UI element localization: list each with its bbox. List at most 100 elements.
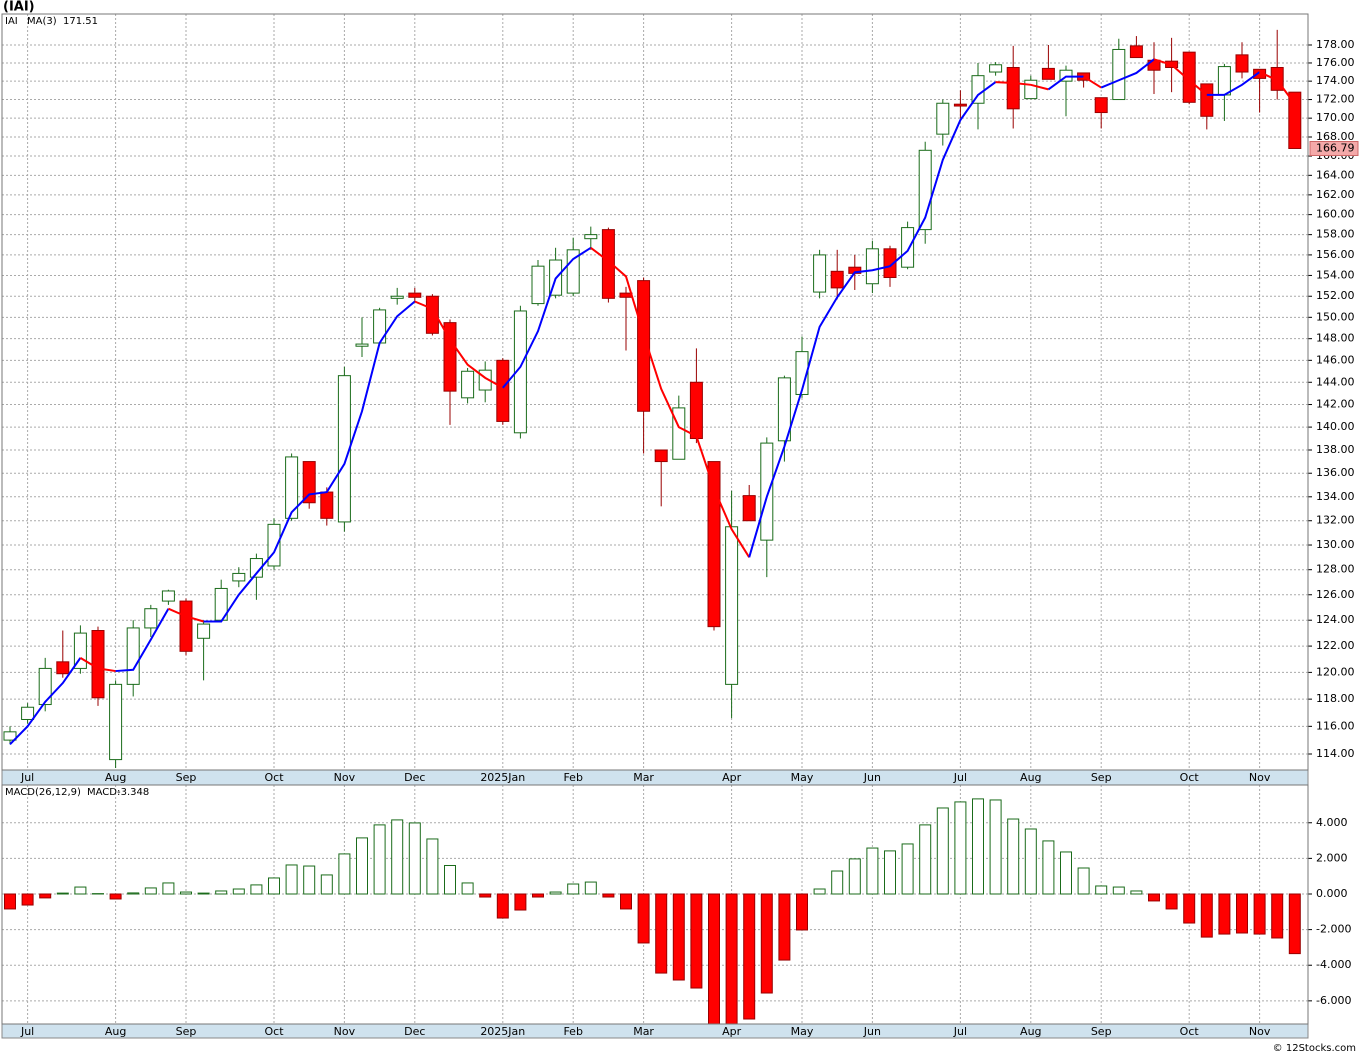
- ma-line: [414, 300, 504, 389]
- macd-bar: [760, 893, 773, 994]
- macd-bar: [848, 858, 861, 895]
- macd-bar: [972, 798, 984, 895]
- candle-body: [320, 491, 334, 519]
- macd-bar: [708, 893, 720, 1025]
- macd-bar: [549, 891, 562, 895]
- candle-body: [707, 461, 721, 628]
- chart-title: (IAI): [3, 0, 35, 15]
- candle-body: [126, 627, 140, 685]
- price-tag-label: 166.79: [1316, 141, 1355, 154]
- ma-line: [748, 81, 997, 558]
- candle-body: [408, 292, 422, 298]
- macd-bar: [1253, 893, 1266, 935]
- x-tick-label: Nov: [1249, 771, 1271, 784]
- candle-body: [777, 377, 791, 442]
- y-tick-label: 148.00: [1316, 332, 1355, 345]
- x-tick-label: May: [791, 771, 814, 784]
- candle-body: [1235, 54, 1249, 73]
- candle-body: [689, 381, 703, 440]
- y-tick-label: 140.00: [1316, 420, 1355, 433]
- macd-bar: [884, 850, 896, 895]
- candle-body: [285, 456, 299, 519]
- y-tick-label: -2.000: [1316, 923, 1351, 936]
- y-tick-label: 126.00: [1316, 588, 1355, 601]
- macd-bar: [180, 891, 192, 895]
- macd-bar: [602, 893, 615, 898]
- ma-line: [590, 246, 751, 558]
- macd-title: MACD(26,12,9): [5, 787, 81, 798]
- macd-bar: [1288, 893, 1301, 955]
- candle-body: [584, 234, 598, 240]
- macd-bar: [1200, 893, 1213, 938]
- x-tick-label: Oct: [264, 1025, 284, 1038]
- candle-body: [513, 310, 527, 434]
- macd-bar: [672, 893, 685, 981]
- macd-bar: [1165, 893, 1178, 910]
- legend-value: -3.348: [117, 787, 149, 798]
- panel-background: [2, 14, 1308, 770]
- candle-body: [901, 227, 915, 268]
- macd-bar: [1007, 818, 1020, 895]
- candle-body: [725, 526, 739, 685]
- candle-body: [1024, 79, 1038, 100]
- y-tick-label: 136.00: [1316, 466, 1355, 479]
- candle-body: [1006, 66, 1020, 110]
- candle-body: [3, 731, 17, 741]
- macd-bar: [74, 886, 87, 895]
- price-tag: [1309, 140, 1359, 156]
- macd-bar: [285, 864, 298, 895]
- y-tick-label: 120.00: [1316, 665, 1355, 678]
- x-tick-label: Mar: [633, 1025, 654, 1038]
- y-tick-label: 118.00: [1316, 692, 1355, 705]
- macd-bar: [778, 893, 791, 961]
- macd-bar: [373, 824, 386, 895]
- y-tick-label: 144.00: [1316, 375, 1355, 388]
- candle-body: [232, 572, 246, 582]
- ma-line: [1083, 75, 1102, 89]
- candle-body: [91, 630, 105, 699]
- panel-border: [1, 784, 1309, 1025]
- ma-line: [1153, 58, 1208, 96]
- x-tick-label: Sep: [176, 1025, 197, 1038]
- x-tick-label: Aug: [105, 1025, 126, 1038]
- macd-bar: [796, 893, 808, 931]
- legend-value: 171.51: [63, 16, 98, 27]
- macd-bar: [1060, 851, 1072, 895]
- y-tick-label: -6.000: [1316, 994, 1351, 1007]
- candle-body: [161, 590, 175, 602]
- x-tick-label: Feb: [563, 1025, 582, 1038]
- y-tick-label: 138.00: [1316, 443, 1355, 456]
- macd-bar: [4, 893, 16, 910]
- candle-body: [461, 370, 475, 399]
- macd-bar: [197, 892, 210, 895]
- candle-body: [654, 449, 668, 463]
- macd-bar: [1148, 893, 1160, 902]
- y-tick-label: 152.00: [1316, 289, 1355, 302]
- x-tick-label: Jul: [20, 1025, 34, 1038]
- candle-body: [1200, 83, 1214, 117]
- candle-body: [795, 351, 809, 395]
- credit: © 12Stocks.com: [1273, 1043, 1356, 1054]
- candle-body: [109, 683, 123, 761]
- macd-bar: [1218, 893, 1231, 935]
- macd-bar: [162, 882, 175, 895]
- x-tick-label: Nov: [334, 771, 356, 784]
- x-axis-strip: [1, 769, 1309, 786]
- x-tick-label: Sep: [176, 771, 197, 784]
- candle-body: [425, 295, 439, 334]
- x-tick-label: Jul: [953, 771, 967, 784]
- x-tick-label: Mar: [633, 771, 654, 784]
- macd-bar: [989, 799, 1002, 895]
- candle-body: [197, 623, 211, 639]
- x-tick-label: Sep: [1091, 771, 1112, 784]
- candle-body: [953, 103, 967, 107]
- y-tick-label: 156.00: [1316, 248, 1355, 261]
- macd-bar: [637, 893, 650, 944]
- x-tick-label: Oct: [1180, 1025, 1200, 1038]
- y-tick-label: 124.00: [1316, 613, 1355, 626]
- macd-bar: [56, 892, 69, 895]
- candle-body: [566, 249, 580, 294]
- candle-body: [302, 461, 316, 504]
- candle-body: [989, 64, 1003, 73]
- x-tick-label: 2025Jan: [480, 1025, 525, 1038]
